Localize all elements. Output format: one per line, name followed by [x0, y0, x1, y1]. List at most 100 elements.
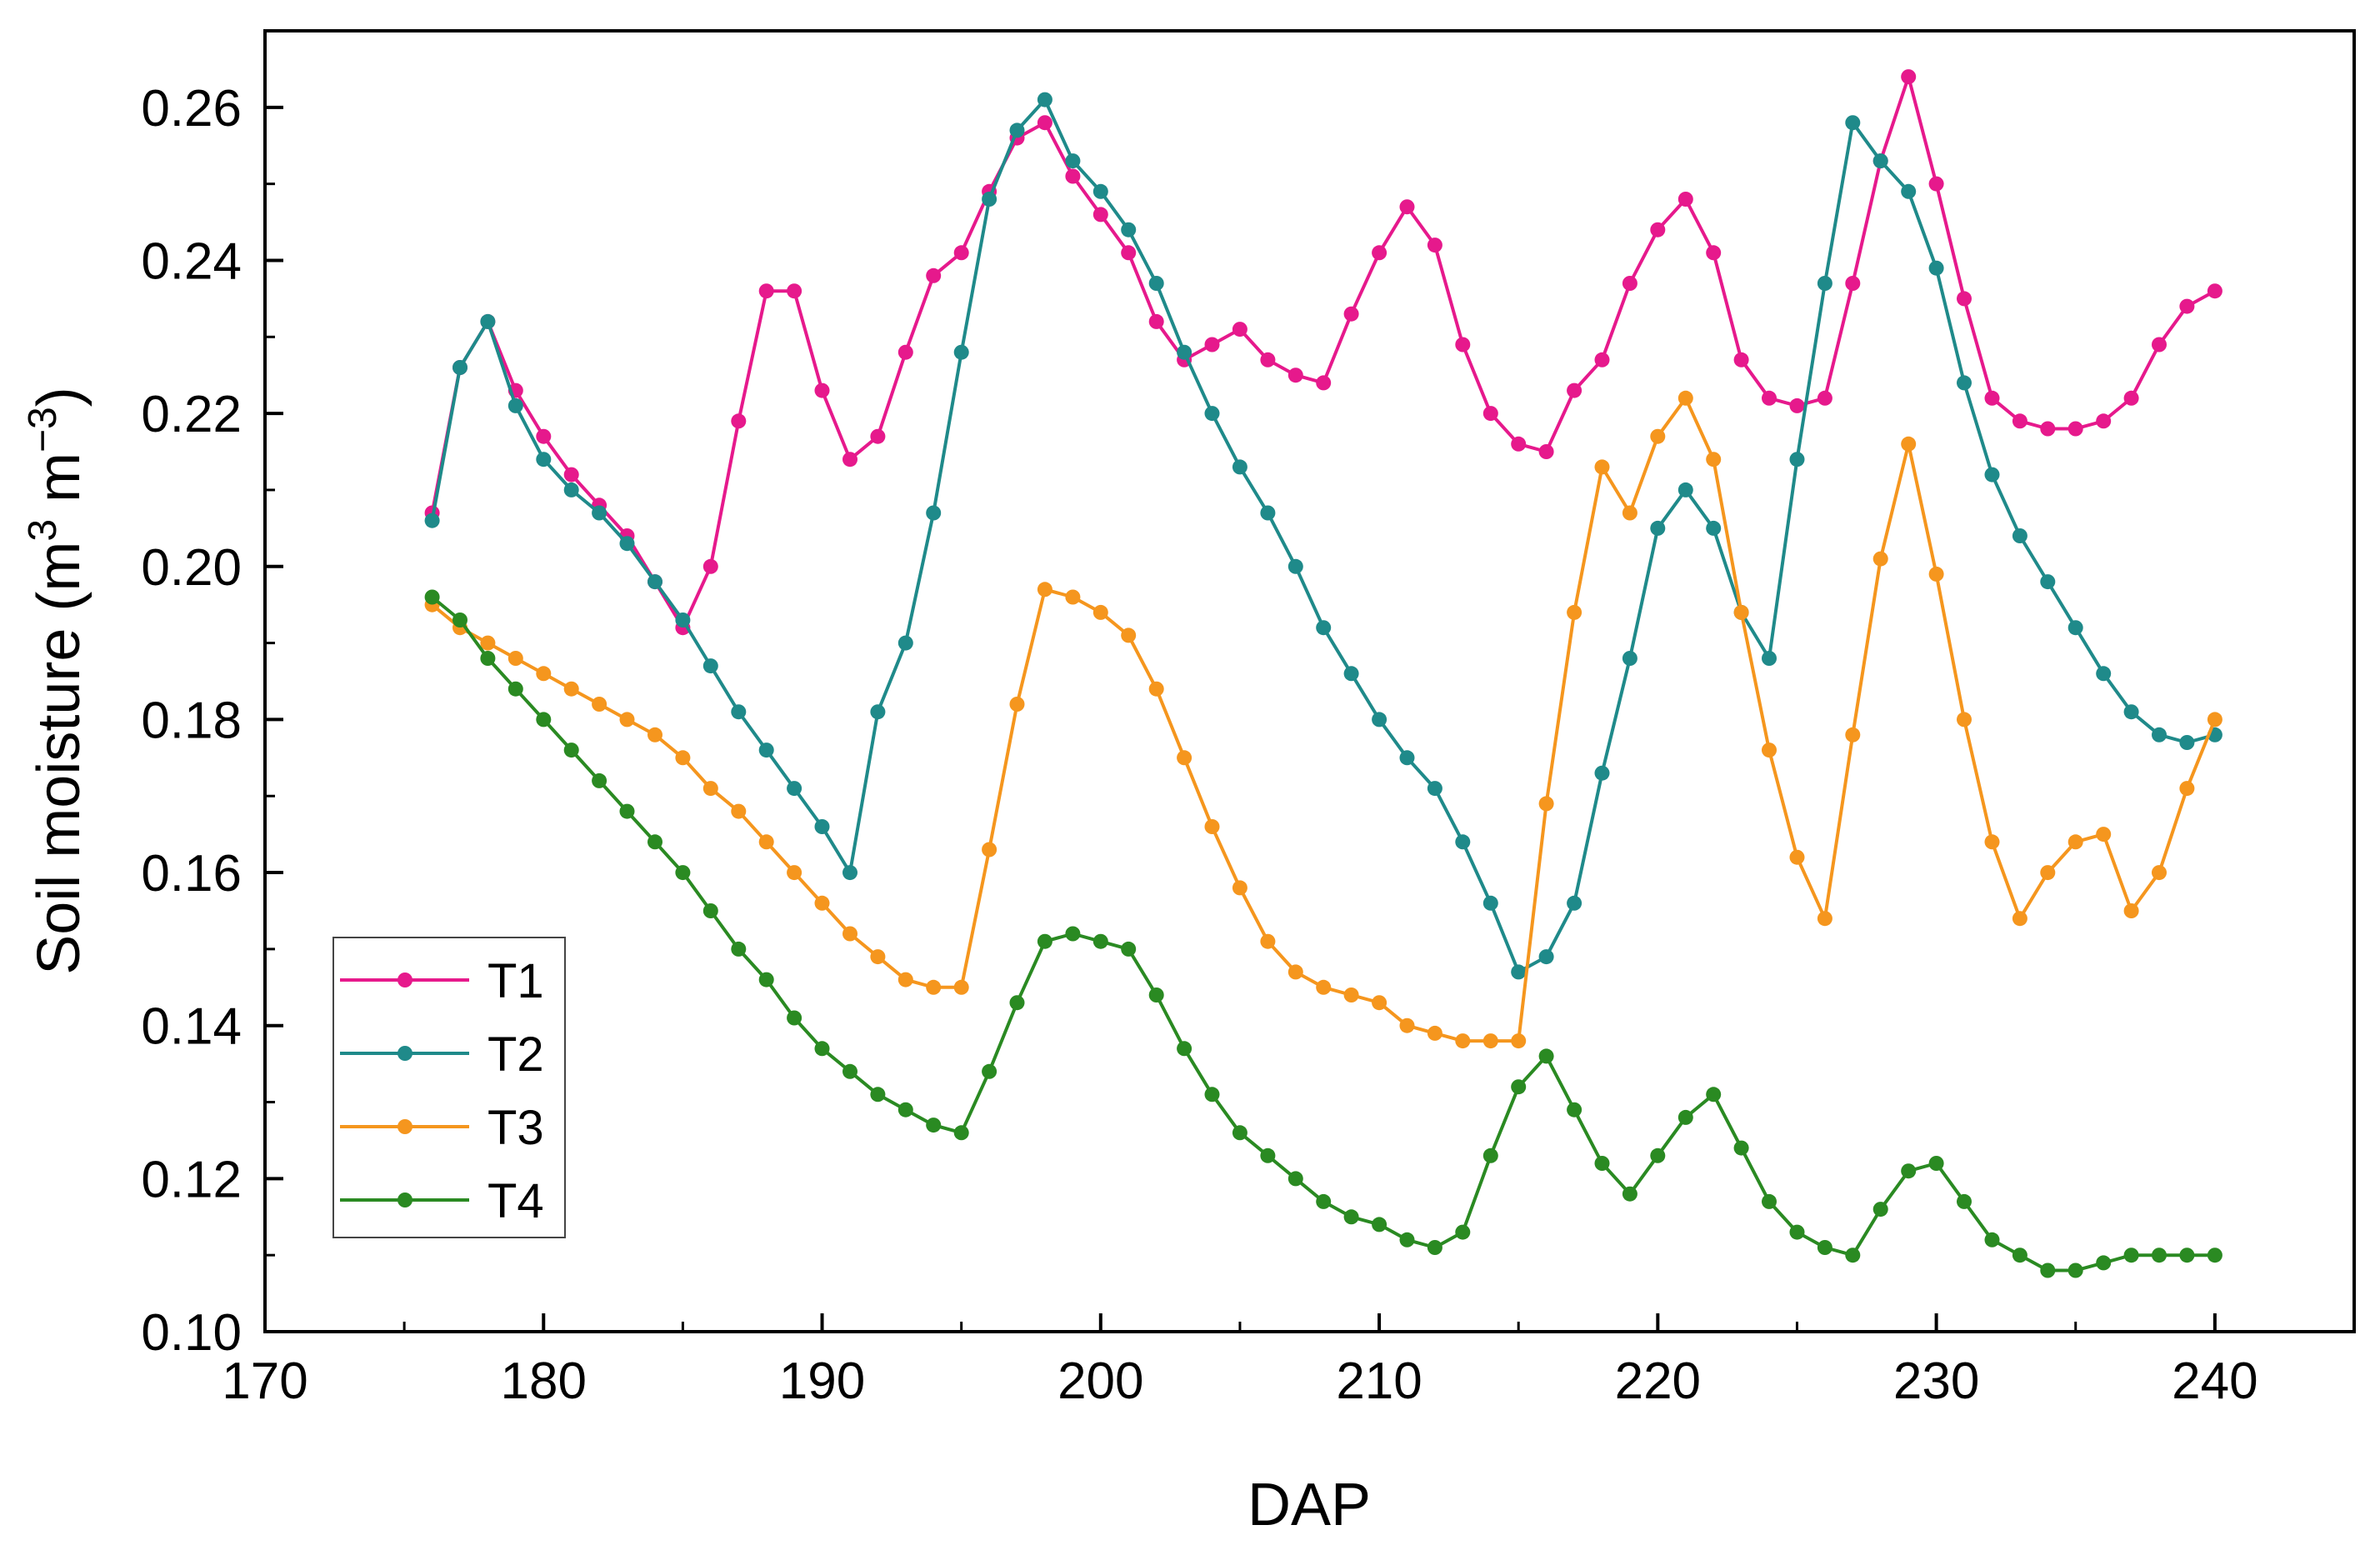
data-point-t4: [1511, 1079, 1527, 1095]
data-point-t4: [758, 972, 774, 988]
data-point-t2: [1928, 260, 1944, 276]
data-point-t3: [1789, 849, 1805, 865]
y-axis-title-sup2: −3: [21, 407, 65, 452]
data-point-t3: [675, 750, 691, 766]
data-point-t2: [982, 192, 998, 207]
y-tick-label: 0.12: [141, 1151, 242, 1208]
data-point-t4: [787, 1010, 802, 1026]
data-point-t4: [1343, 1209, 1359, 1225]
data-point-t3: [1928, 566, 1944, 582]
data-point-t1: [842, 452, 858, 468]
legend-label-t1: T1: [488, 954, 544, 1008]
data-point-t2: [1092, 183, 1108, 199]
plot-frame: [263, 29, 2356, 1333]
series-t4: [424, 589, 2222, 1278]
data-point-t3: [563, 681, 579, 697]
data-point-t2: [2012, 528, 2028, 543]
data-point-t3: [2040, 865, 2056, 881]
data-point-t2: [953, 344, 969, 360]
data-point-t3: [898, 972, 913, 988]
data-point-t4: [536, 712, 552, 728]
data-point-t3: [1065, 589, 1081, 605]
data-point-t1: [898, 344, 913, 360]
data-point-t1: [1204, 337, 1220, 352]
data-point-t1: [1733, 352, 1749, 368]
data-point-t2: [1121, 222, 1137, 238]
data-point-t1: [1650, 222, 1666, 238]
data-point-t3: [1482, 1033, 1498, 1049]
data-point-t4: [1399, 1232, 1415, 1248]
data-point-t1: [814, 382, 830, 398]
data-point-t4: [619, 803, 635, 819]
data-point-t2: [675, 612, 691, 628]
data-point-t4: [2123, 1248, 2139, 1263]
data-point-t4: [1789, 1224, 1805, 1240]
legend-marker-t1: [398, 972, 412, 988]
data-point-t4: [842, 1063, 858, 1079]
data-point-t4: [1316, 1193, 1332, 1209]
data-point-t1: [1622, 276, 1638, 291]
data-point-t3: [1455, 1033, 1471, 1049]
data-point-t3: [1762, 742, 1777, 758]
data-point-t2: [563, 482, 579, 498]
data-point-t2: [787, 781, 802, 797]
data-point-t3: [1706, 452, 1722, 468]
data-point-t1: [2123, 390, 2139, 406]
x-tick-label: 200: [1058, 1352, 1143, 1410]
data-point-t1: [1427, 238, 1442, 253]
data-point-t1: [1567, 382, 1582, 398]
data-point-t1: [1148, 313, 1164, 329]
data-point-t3: [2096, 827, 2112, 842]
data-point-t3: [480, 635, 496, 651]
data-point-t4: [1928, 1156, 1944, 1171]
data-point-t2: [452, 360, 468, 375]
data-point-t1: [1260, 352, 1276, 368]
data-point-t4: [1092, 933, 1108, 949]
legend: T1 T2 T3 T4: [332, 937, 566, 1238]
data-point-t4: [1957, 1193, 1972, 1209]
data-point-t2: [1511, 964, 1527, 980]
data-point-t1: [2207, 283, 2222, 299]
data-point-t1: [563, 467, 579, 482]
data-point-t2: [1538, 949, 1554, 965]
data-point-t1: [1232, 322, 1248, 338]
data-point-t2: [1065, 153, 1081, 169]
data-point-t1: [758, 283, 774, 299]
data-point-t3: [1316, 979, 1332, 995]
y-tick-label: 0.24: [141, 232, 242, 290]
data-point-t2: [1817, 276, 1832, 291]
data-point-t4: [1845, 1248, 1861, 1263]
data-point-t1: [1594, 352, 1610, 368]
legend-marker-t4: [398, 1192, 412, 1208]
data-point-t2: [1957, 375, 1972, 391]
data-point-t1: [1706, 245, 1722, 261]
legend-box: [332, 937, 566, 1238]
data-point-t4: [2152, 1248, 2167, 1263]
y-axis: 0.10 0.12 0.14 0.16 0.18 0.20 0.22 0.24 0.26: [141, 80, 283, 1362]
data-point-t1: [1817, 390, 1832, 406]
data-point-t3: [1957, 712, 1972, 728]
data-point-t4: [675, 865, 691, 881]
data-point-t4: [1538, 1048, 1554, 1064]
series-t3: [424, 390, 2222, 1049]
data-point-t1: [1957, 291, 1972, 307]
data-point-t2: [1594, 765, 1610, 781]
data-point-t3: [1372, 995, 1388, 1011]
data-point-t3: [592, 697, 608, 712]
data-point-t1: [2152, 337, 2167, 352]
data-point-t3: [1427, 1025, 1442, 1041]
data-point-t4: [1148, 988, 1164, 1002]
data-point-t4: [648, 834, 662, 850]
data-point-t1: [1037, 115, 1052, 131]
data-point-t2: [1343, 666, 1359, 682]
data-point-t3: [1984, 834, 2000, 850]
data-point-t3: [870, 949, 886, 965]
data-point-t2: [926, 505, 942, 521]
data-point-t1: [1984, 390, 2000, 406]
data-point-t2: [619, 536, 635, 552]
data-point-t2: [2152, 727, 2167, 742]
data-point-t4: [1232, 1125, 1248, 1141]
data-point-t2: [1232, 459, 1248, 475]
data-point-t2: [2040, 574, 2056, 590]
